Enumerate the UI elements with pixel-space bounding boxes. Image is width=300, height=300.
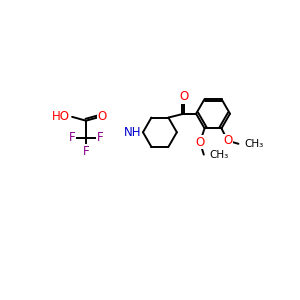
Text: O: O [179, 90, 188, 103]
Text: O: O [195, 136, 205, 149]
Text: O: O [98, 110, 107, 123]
Text: F: F [83, 145, 89, 158]
Text: NH: NH [124, 126, 141, 139]
Text: O: O [223, 134, 232, 147]
Text: CH₃: CH₃ [209, 150, 228, 160]
Text: CH₃: CH₃ [244, 139, 264, 149]
Text: F: F [97, 131, 103, 144]
Text: F: F [69, 131, 75, 144]
Text: HO: HO [52, 110, 70, 123]
